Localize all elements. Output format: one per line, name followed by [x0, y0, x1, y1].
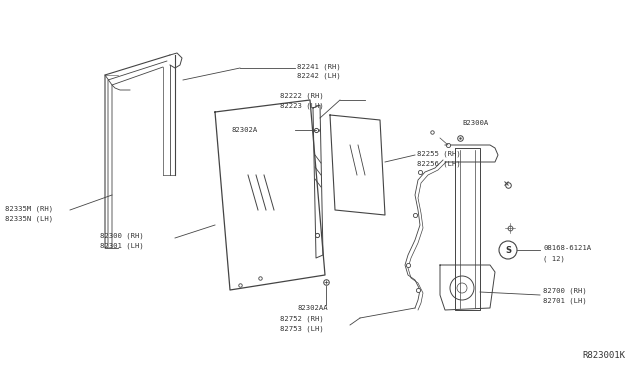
Text: 82700 (RH): 82700 (RH) [543, 288, 587, 295]
Text: 82752 (RH): 82752 (RH) [280, 315, 324, 321]
Text: 82302A: 82302A [232, 127, 259, 133]
Text: 82255 (RH): 82255 (RH) [417, 150, 461, 157]
Text: 82242 (LH): 82242 (LH) [297, 72, 340, 78]
Text: 82301 (LH): 82301 (LH) [100, 242, 144, 248]
Text: 82223 (LH): 82223 (LH) [280, 102, 324, 109]
Text: 82222 (RH): 82222 (RH) [280, 92, 324, 99]
Text: 08168-6121A: 08168-6121A [543, 245, 591, 251]
Text: 82753 (LH): 82753 (LH) [280, 325, 324, 331]
Text: ( 12): ( 12) [543, 255, 565, 262]
Text: S: S [505, 246, 511, 254]
Text: 82241 (RH): 82241 (RH) [297, 63, 340, 70]
Text: 82335M (RH): 82335M (RH) [5, 205, 53, 212]
Text: 82300 (RH): 82300 (RH) [100, 232, 144, 238]
Text: B2300A: B2300A [462, 120, 488, 126]
Text: R823001K: R823001K [582, 351, 625, 360]
Text: 82302AA: 82302AA [298, 305, 328, 311]
Text: 82701 (LH): 82701 (LH) [543, 298, 587, 305]
Text: 82256 (LH): 82256 (LH) [417, 160, 461, 167]
Text: 82335N (LH): 82335N (LH) [5, 215, 53, 221]
